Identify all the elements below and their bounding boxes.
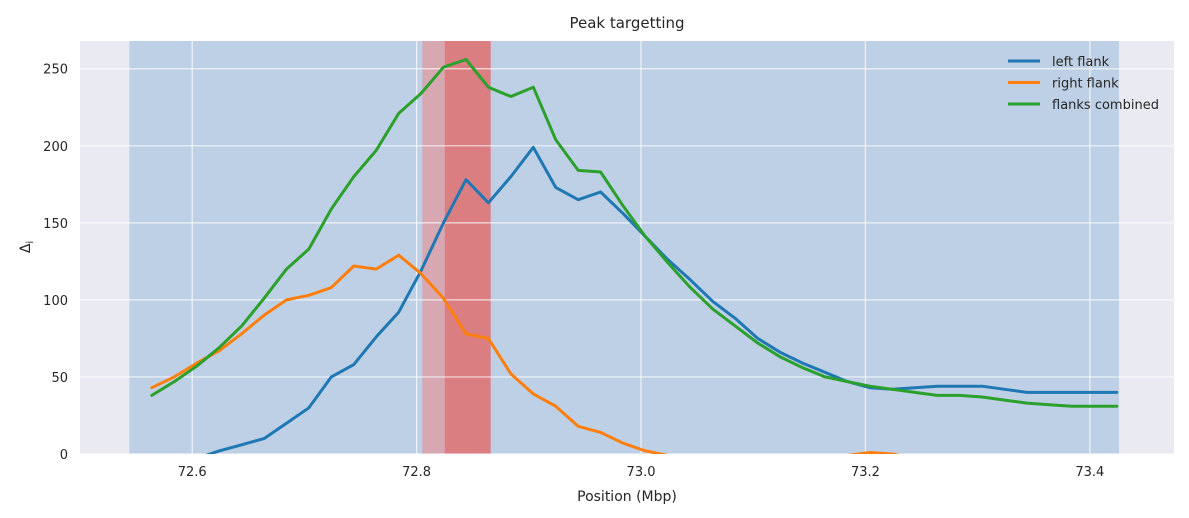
legend-label: left flank	[1052, 55, 1110, 70]
x-tick-label: 72.8	[402, 465, 431, 480]
legend-label: flanks combined	[1052, 98, 1159, 113]
y-tick-label: 250	[43, 63, 68, 78]
y-axis-label-subscript: i	[25, 241, 36, 244]
legend: left flank right flank flanks combined	[1008, 55, 1159, 113]
y-tick-label: 150	[43, 217, 68, 232]
x-tick-label: 73.4	[1075, 465, 1104, 480]
y-axis-label: Δi	[18, 241, 36, 253]
x-tick-label: 73.2	[851, 465, 880, 480]
peak-region	[444, 41, 491, 454]
plot-background	[80, 41, 1174, 454]
y-tick-labels: 0 50 100 150 200 250	[43, 63, 68, 463]
x-tick-label: 72.6	[178, 465, 207, 480]
legend-label: right flank	[1052, 77, 1119, 92]
grid-lines	[80, 41, 1174, 455]
wide-region	[129, 41, 1120, 454]
series-line-right-flank	[150, 253, 900, 454]
y-axis-label-main: Δ	[18, 243, 34, 253]
y-tick-label: 100	[43, 294, 68, 309]
series-line-flanks-combined	[150, 58, 1119, 408]
x-tick-labels: 72.6 72.8 73.0 73.2 73.4	[178, 465, 1105, 480]
y-tick-label: 50	[51, 371, 68, 386]
series-lines	[150, 58, 1119, 454]
y-tick-label: 200	[43, 140, 68, 155]
x-tick-label: 73.0	[627, 465, 656, 480]
shaded-regions	[129, 41, 1120, 454]
y-tick-label: 0	[60, 448, 68, 463]
series-line-left-flank	[205, 145, 1119, 454]
chart-title: Peak targetting	[569, 14, 684, 32]
x-axis-label: Position (Mbp)	[577, 489, 677, 505]
